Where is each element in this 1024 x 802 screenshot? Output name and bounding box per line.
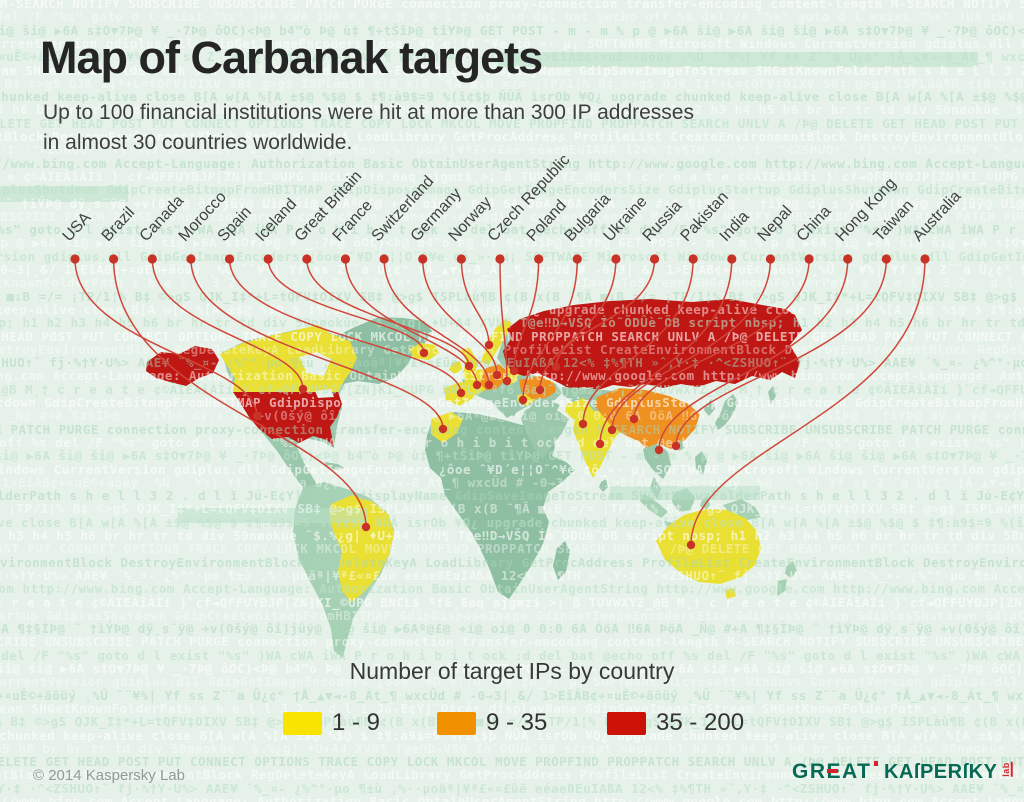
legend-label-high: 35 - 200 [656,709,745,736]
legend-swatch-yellow [283,711,322,735]
kaspersky-lab-text: lab [1000,762,1013,777]
country-label: Brazil [98,204,138,245]
copyright: © 2014 Kaspersky Lab [33,767,185,784]
great-logo: GREAT [792,760,879,784]
legend-item-low: 1 - 9 [283,709,380,737]
legend-label-mid: 9 - 35 [486,709,548,736]
country-label: Iceland [252,195,301,245]
kaspersky-logo-text: KAſPERſKY [884,761,998,783]
country-label: Nepal [755,202,796,245]
great-logo-red-bar [827,769,838,773]
subtitle-line-1: Up to 100 financial institutions were hi… [43,101,694,124]
legend-item-high: 35 - 200 [607,709,744,737]
country-shape-italy [497,389,518,417]
great-logo-red-dot [873,761,879,766]
legend-swatch-orange [437,711,476,735]
country-label: USA [59,209,95,245]
country-shape-madagascar [553,541,570,580]
noise-highlight [498,52,978,67]
legend-swatch-red [607,711,646,735]
country-shape-middle-east [521,403,569,459]
subtitle-line-2: in almost 30 countries worldwide. [43,131,353,154]
country-shape-indochina [643,443,671,479]
country-shape-sri-lanka [599,479,608,492]
country-shape-sumatra [640,494,668,518]
page-title: Map of Carbanak targets [40,32,543,83]
country-shape-tasmania [725,588,736,599]
country-shape-africa [425,412,575,599]
country-shape-new-zealand-north [785,561,797,578]
country-label: China [793,202,835,245]
legend-label-low: 1 - 9 [332,709,381,736]
kaspersky-logo: KAſPERſKY lab [884,761,1013,784]
legend-item-mid: 9 - 35 [437,709,547,737]
noise-highlight [0,186,128,202]
country-shape-new-zealand-south [777,579,787,596]
country-label: India [716,208,753,245]
legend-title: Number of target IPs by country [349,658,675,684]
country-label: Australia [909,187,965,245]
